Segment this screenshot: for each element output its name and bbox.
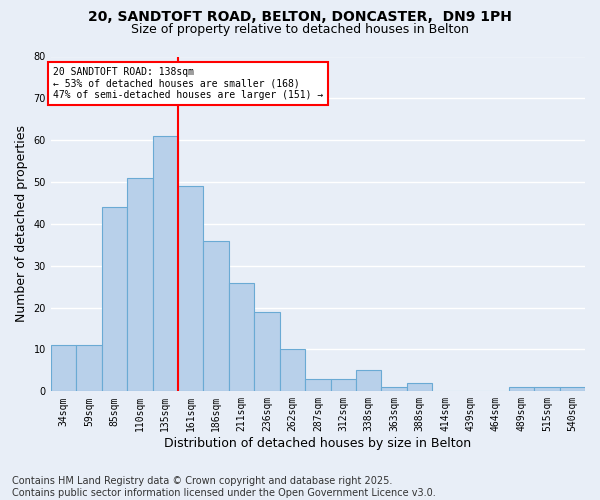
Bar [407,383,433,392]
Bar [280,350,305,392]
Y-axis label: Number of detached properties: Number of detached properties [15,126,28,322]
Bar [152,136,178,392]
Bar [560,387,585,392]
Text: 20, SANDTOFT ROAD, BELTON, DONCASTER,  DN9 1PH: 20, SANDTOFT ROAD, BELTON, DONCASTER, DN… [88,10,512,24]
Bar [534,387,560,392]
Text: Size of property relative to detached houses in Belton: Size of property relative to detached ho… [131,22,469,36]
X-axis label: Distribution of detached houses by size in Belton: Distribution of detached houses by size … [164,437,472,450]
Bar [356,370,382,392]
Bar [76,346,101,392]
Bar [51,346,76,392]
Bar [305,379,331,392]
Bar [509,387,534,392]
Bar [127,178,152,392]
Bar [382,387,407,392]
Bar [101,207,127,392]
Bar [203,240,229,392]
Text: Contains HM Land Registry data © Crown copyright and database right 2025.
Contai: Contains HM Land Registry data © Crown c… [12,476,436,498]
Text: 20 SANDTOFT ROAD: 138sqm
← 53% of detached houses are smaller (168)
47% of semi-: 20 SANDTOFT ROAD: 138sqm ← 53% of detach… [53,67,323,100]
Bar [331,379,356,392]
Bar [178,186,203,392]
Bar [229,282,254,392]
Bar [254,312,280,392]
